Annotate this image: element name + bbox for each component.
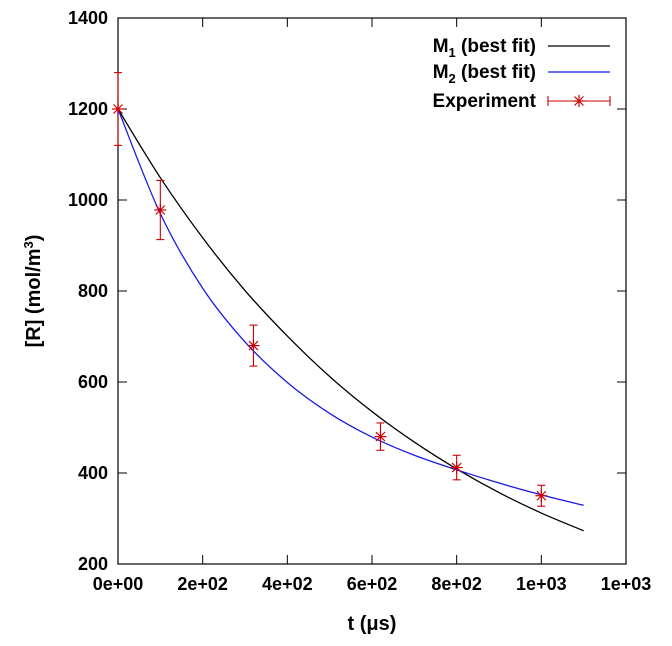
legend-label-2: M2 (best fit) bbox=[433, 62, 536, 86]
point-marker bbox=[154, 204, 167, 217]
y-tick-label: 800 bbox=[78, 281, 108, 301]
x-axis-title: t (μs) bbox=[348, 613, 397, 635]
experiment-point bbox=[535, 484, 548, 507]
y-tick-label: 200 bbox=[78, 554, 108, 574]
point-marker bbox=[535, 489, 548, 502]
x-tick-label: 0e+00 bbox=[93, 574, 144, 594]
experiment-point bbox=[247, 324, 260, 367]
y-axis-title: [R] (mol/m3) bbox=[21, 235, 46, 348]
y-tick-label: 1200 bbox=[68, 99, 108, 119]
plot-series bbox=[112, 72, 584, 532]
series-line-2 bbox=[117, 108, 584, 506]
point-marker bbox=[112, 103, 124, 115]
legend-swatch-3 bbox=[547, 95, 611, 107]
series-line-1 bbox=[117, 108, 584, 532]
x-tick-label: 4e+02 bbox=[262, 574, 313, 594]
experiment-point bbox=[450, 454, 463, 481]
x-tick-label: 1e+03 bbox=[601, 574, 652, 594]
x-tick-label: 1e+03 bbox=[516, 574, 567, 594]
axis-ticks: 0e+00 2e+02 4e+02 6e+02 8e+02 1e+03 1e+03 200 40… bbox=[68, 8, 651, 594]
x-tick-label: 6e+02 bbox=[347, 574, 398, 594]
experiment-point bbox=[374, 422, 387, 451]
legend-label-1: M1 (best fit) bbox=[433, 36, 536, 60]
experiment-point bbox=[112, 72, 124, 146]
x-tick-label: 2e+02 bbox=[177, 574, 228, 594]
point-marker bbox=[450, 461, 463, 474]
y-tick-label: 600 bbox=[78, 372, 108, 392]
y-tick-label: 1000 bbox=[68, 190, 108, 210]
y-tick-label: 400 bbox=[78, 463, 108, 483]
x-tick-label: 8e+02 bbox=[431, 574, 482, 594]
legend: M1 (best fit)M2 (best fit) Experiment bbox=[433, 36, 611, 112]
point-marker bbox=[247, 339, 260, 352]
legend-marker bbox=[573, 95, 585, 107]
experiment-point bbox=[154, 179, 167, 241]
point-marker bbox=[374, 430, 387, 443]
legend-label-3: Experiment bbox=[433, 91, 537, 112]
plot-frame bbox=[117, 17, 627, 565]
y-tick-label: 1400 bbox=[68, 8, 108, 28]
